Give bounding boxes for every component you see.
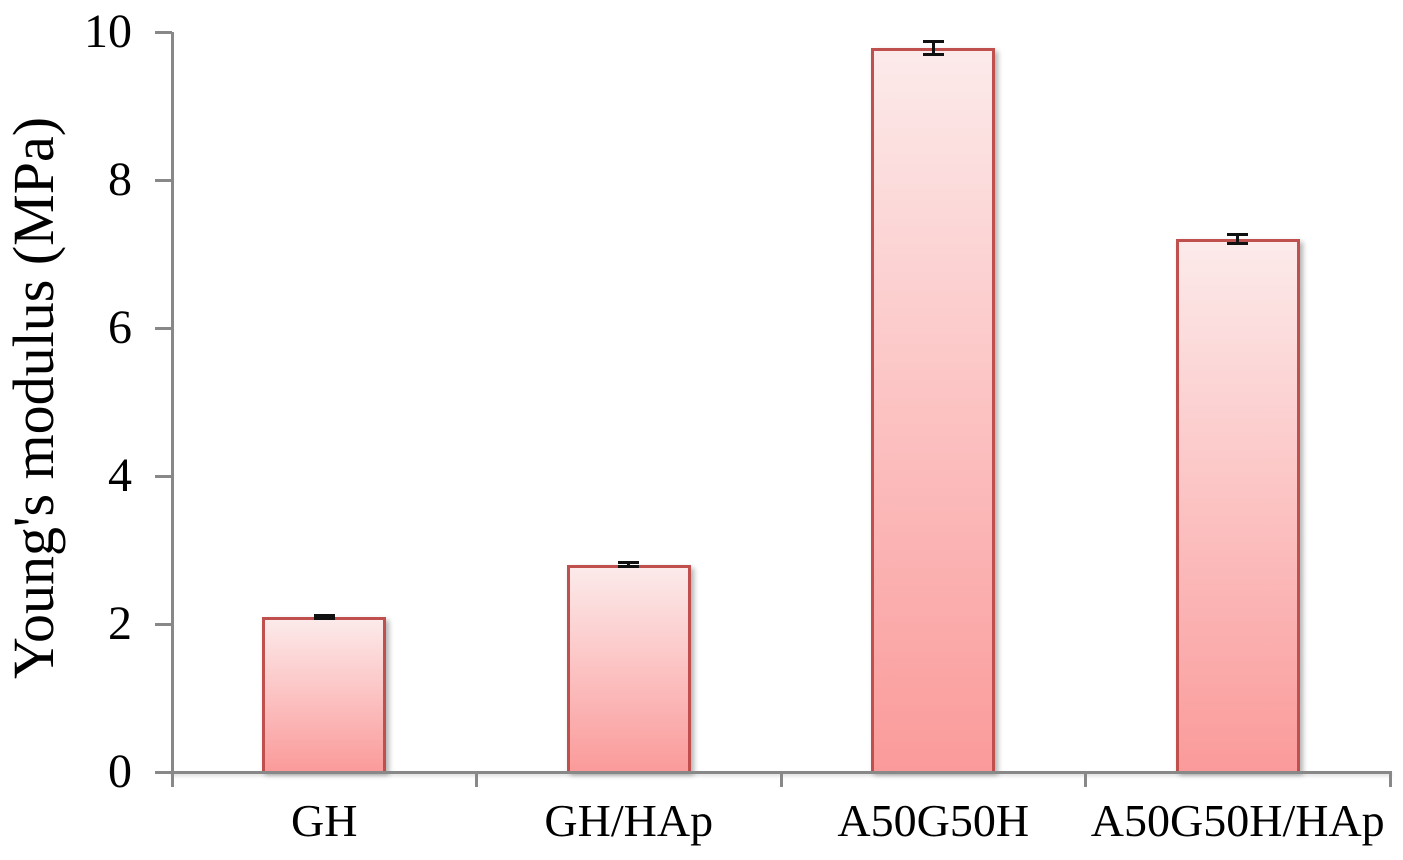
bar bbox=[566, 564, 691, 772]
y-tick-label: 6 bbox=[108, 301, 132, 354]
bar bbox=[1175, 239, 1300, 772]
x-tick bbox=[779, 772, 783, 787]
y-tick bbox=[155, 178, 172, 182]
bar bbox=[871, 48, 996, 772]
x-category-label: A50G50H/HAp bbox=[1090, 795, 1385, 846]
error-bar bbox=[922, 40, 944, 57]
x-tick bbox=[170, 772, 174, 787]
y-tick bbox=[155, 30, 172, 34]
y-tick-label: 8 bbox=[108, 153, 132, 206]
y-tick-label: 10 bbox=[84, 5, 132, 58]
y-tick bbox=[155, 326, 172, 330]
y-tick bbox=[155, 622, 172, 626]
x-tick bbox=[1084, 772, 1087, 787]
error-bar bbox=[313, 613, 335, 620]
x-category-label: GH bbox=[291, 795, 358, 846]
error-bar bbox=[618, 561, 640, 569]
y-tick-label: 0 bbox=[108, 745, 132, 798]
y-tick bbox=[155, 770, 172, 774]
y-tick bbox=[155, 474, 172, 478]
x-tick bbox=[475, 772, 478, 787]
x-tick bbox=[1388, 772, 1392, 787]
y-tick-label: 2 bbox=[108, 597, 132, 650]
x-category-label: GH/HAp bbox=[544, 795, 714, 846]
bar bbox=[262, 616, 387, 772]
y-tick-label: 4 bbox=[108, 449, 132, 502]
error-bar bbox=[1227, 233, 1249, 246]
y-axis-line bbox=[170, 32, 174, 784]
x-category-label: A50G50H bbox=[837, 795, 1030, 846]
